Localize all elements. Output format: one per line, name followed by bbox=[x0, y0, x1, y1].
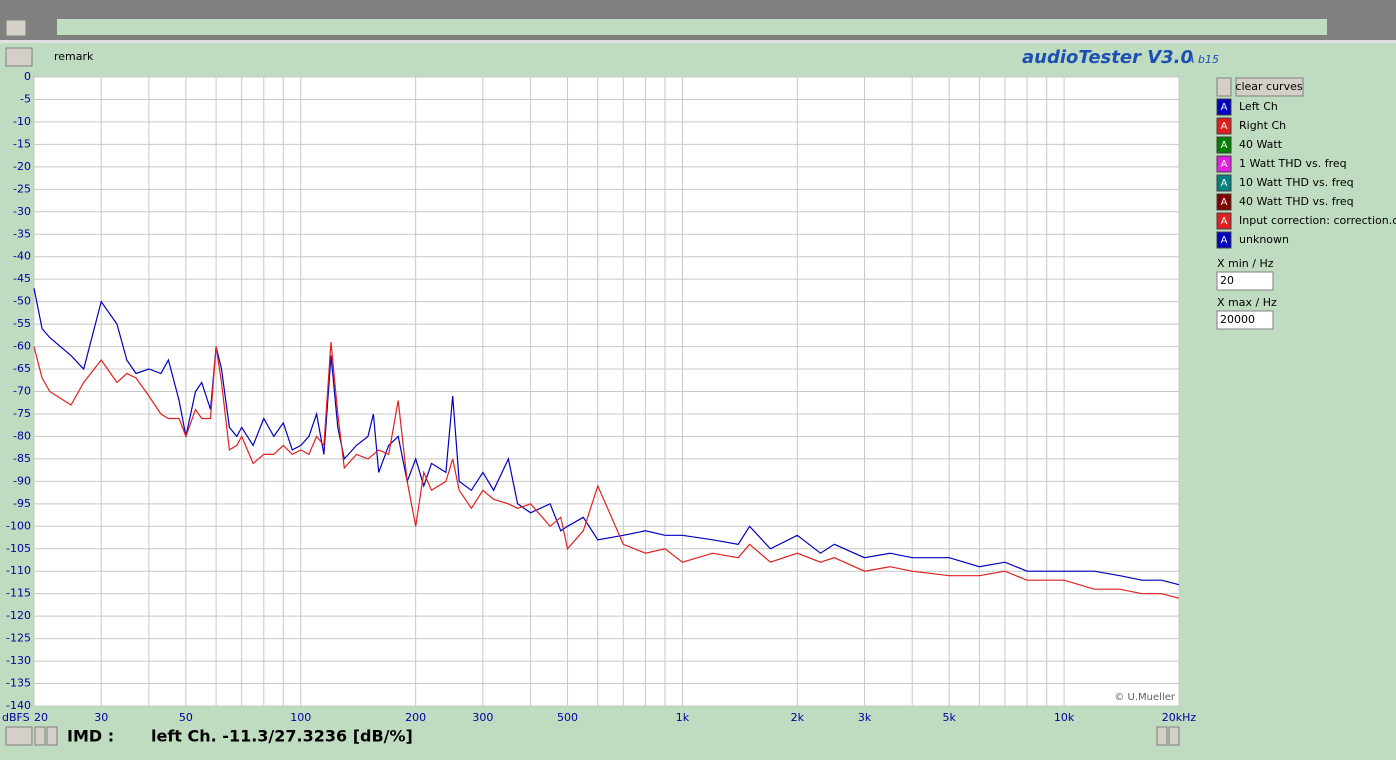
y-tick-label: -25 bbox=[13, 182, 31, 195]
x-tick-label: 20kHz bbox=[1162, 711, 1197, 724]
curve-button-glyph: A bbox=[1221, 216, 1228, 227]
y-axis-label: dBFS bbox=[2, 711, 30, 724]
x-min-value: 20 bbox=[1220, 274, 1234, 287]
y-tick-label: -140 bbox=[6, 699, 31, 712]
legend: A Left Ch A Right Ch A 40 Watt A 1 Watt THD vs.… bbox=[1216, 98, 1396, 249]
x-tick-label: 5k bbox=[943, 711, 957, 724]
legend-label: unknown bbox=[1239, 233, 1289, 246]
x-tick-label: 50 bbox=[179, 711, 193, 724]
curve-button-glyph: A bbox=[1221, 235, 1228, 246]
x-tick-label: 2k bbox=[791, 711, 805, 724]
y-tick-label: -110 bbox=[6, 564, 31, 577]
y-tick-label: -40 bbox=[13, 250, 31, 263]
clear-curves-label: clear curves bbox=[1235, 80, 1302, 93]
x-max-label: X max / Hz bbox=[1217, 296, 1277, 309]
y-tick-label: -120 bbox=[6, 609, 31, 622]
y-tick-label: -100 bbox=[6, 519, 31, 532]
y-tick-label: -125 bbox=[6, 632, 31, 645]
x-max-value: 20000 bbox=[1220, 313, 1255, 326]
y-tick-label: -70 bbox=[13, 385, 31, 398]
status-mode: IMD : bbox=[67, 727, 114, 746]
x-min-label: X min / Hz bbox=[1217, 257, 1274, 270]
legend-label: 40 Watt bbox=[1239, 138, 1283, 151]
spin-button[interactable] bbox=[5, 726, 33, 746]
y-tick-label: 0 bbox=[24, 70, 31, 83]
y-tick-label: -10 bbox=[13, 115, 31, 128]
app-version: A b15 bbox=[1186, 53, 1219, 66]
spin-button[interactable] bbox=[5, 47, 33, 67]
y-tick-label: -55 bbox=[13, 317, 31, 330]
y-tick-label: -35 bbox=[13, 227, 31, 240]
right-button[interactable] bbox=[46, 726, 58, 746]
spin-button[interactable] bbox=[5, 19, 27, 37]
series-line bbox=[33, 342, 1180, 599]
curve-button[interactable] bbox=[1216, 136, 1232, 154]
separator bbox=[0, 40, 1396, 43]
slider-track[interactable] bbox=[57, 19, 1327, 35]
x-min-input[interactable] bbox=[1216, 271, 1274, 291]
left-button[interactable] bbox=[34, 726, 46, 746]
curve-button[interactable] bbox=[1216, 155, 1232, 173]
curve-button-glyph: A bbox=[1221, 159, 1228, 170]
x-tick-label: 1k bbox=[676, 711, 690, 724]
y-tick-label: -65 bbox=[13, 362, 31, 375]
y-tick-label: -90 bbox=[13, 474, 31, 487]
status-reading: left Ch. -11.3/27.3236 [dB/%] bbox=[151, 727, 413, 746]
grid bbox=[33, 76, 1180, 707]
x-tick-label: 30 bbox=[94, 711, 108, 724]
y-tick-label: -80 bbox=[13, 429, 31, 442]
x-max-input[interactable] bbox=[1216, 310, 1274, 330]
y-tick-label: -60 bbox=[13, 340, 31, 353]
y-tick-label: -95 bbox=[13, 497, 31, 510]
curve-button[interactable] bbox=[1216, 193, 1232, 211]
remark-label: remark bbox=[54, 50, 94, 63]
x-tick-label: 3k bbox=[858, 711, 872, 724]
right-button[interactable] bbox=[1168, 726, 1180, 746]
curve-button[interactable] bbox=[1216, 231, 1232, 249]
x-tick-label: 20 bbox=[34, 711, 48, 724]
y-tick-label: -115 bbox=[6, 587, 31, 600]
legend-label: 1 Watt THD vs. freq bbox=[1239, 157, 1347, 170]
legend-label: Input correction: correction.cor bbox=[1239, 214, 1396, 227]
clear-curves-button[interactable] bbox=[1235, 77, 1304, 97]
y-tick-label: -130 bbox=[6, 654, 31, 667]
left-button[interactable] bbox=[1156, 726, 1168, 746]
curves bbox=[33, 288, 1180, 599]
curve-button-glyph: A bbox=[1221, 102, 1228, 113]
curve-button[interactable] bbox=[1216, 174, 1232, 192]
app-title: audioTester V3.0 bbox=[1022, 47, 1193, 68]
y-tick-label: -30 bbox=[13, 205, 31, 218]
curve-button[interactable] bbox=[1216, 98, 1232, 116]
axis-labels: 0 -5 -10 -15 -20 -25 -30 -35 -40 -45 -50 -55 -60 -65 -… bbox=[6, 70, 1196, 724]
y-tick-label: -105 bbox=[6, 542, 31, 555]
curve-button-glyph: A bbox=[1221, 140, 1228, 151]
x-tick-label: 200 bbox=[405, 711, 426, 724]
y-tick-label: -5 bbox=[20, 92, 31, 105]
y-tick-label: -50 bbox=[13, 295, 31, 308]
legend-label: 10 Watt THD vs. freq bbox=[1239, 176, 1354, 189]
legend-label: 40 Watt THD vs. freq bbox=[1239, 195, 1354, 208]
y-tick-label: -75 bbox=[13, 407, 31, 420]
spin-button[interactable] bbox=[1216, 77, 1232, 97]
legend-label: Right Ch bbox=[1239, 119, 1286, 132]
x-tick-label: 10k bbox=[1054, 711, 1075, 724]
y-tick-label: -135 bbox=[6, 677, 31, 690]
curve-button-glyph: A bbox=[1221, 197, 1228, 208]
y-tick-label: -20 bbox=[13, 160, 31, 173]
copyright: © U.Mueller bbox=[1114, 692, 1176, 703]
y-tick-label: -15 bbox=[13, 137, 31, 150]
curve-button-glyph: A bbox=[1221, 121, 1228, 132]
y-tick-label: -45 bbox=[13, 272, 31, 285]
curve-button[interactable] bbox=[1216, 117, 1232, 135]
curve-button[interactable] bbox=[1216, 212, 1232, 230]
series-line bbox=[33, 288, 1180, 586]
x-tick-label: 500 bbox=[557, 711, 578, 724]
y-tick-label: -85 bbox=[13, 452, 31, 465]
x-tick-label: 100 bbox=[290, 711, 311, 724]
legend-label: Left Ch bbox=[1239, 100, 1278, 113]
curve-button-glyph: A bbox=[1221, 178, 1228, 189]
x-tick-label: 300 bbox=[472, 711, 493, 724]
